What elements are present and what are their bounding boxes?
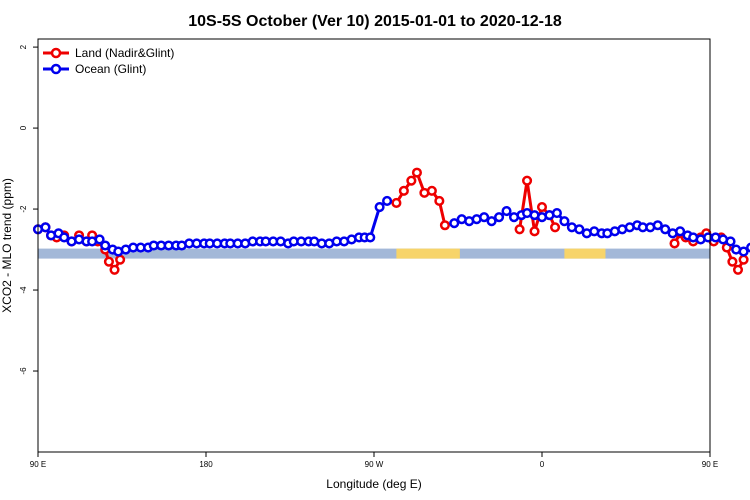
y-tick-label: 0 (19, 125, 28, 130)
data-point (479, 212, 490, 223)
data-point (725, 236, 736, 247)
data-point (559, 216, 570, 227)
legend-ocean-marker (50, 63, 62, 75)
data-point (738, 254, 749, 265)
data-point (574, 224, 585, 235)
land-ocean-band (38, 248, 710, 259)
data-point (109, 264, 120, 275)
data-point (746, 242, 750, 253)
y-tick-label: 2 (19, 44, 28, 49)
data-point (536, 201, 548, 213)
data-point (727, 256, 738, 267)
data-point (652, 220, 663, 231)
data-point (365, 232, 376, 243)
data-point (660, 224, 671, 235)
y-tick-label: -6 (19, 367, 28, 375)
data-point (374, 201, 385, 213)
legend-ocean-label: Ocean (Glint) (75, 62, 146, 76)
land-band-segment (396, 248, 460, 259)
data-point (514, 224, 525, 235)
legend-land-marker (50, 47, 62, 59)
land-band-segment (564, 248, 606, 259)
legend: Land (Nadir&Glint) Ocean (Glint) (43, 46, 174, 76)
series-layer (32, 167, 750, 275)
data-point (439, 220, 450, 231)
data-point (100, 240, 111, 251)
data-point (115, 254, 126, 265)
data-point (434, 195, 445, 207)
y-tick-label: -4 (19, 286, 28, 294)
data-point (59, 232, 70, 243)
data-point (669, 238, 680, 249)
data-point (406, 175, 417, 186)
data-point (486, 216, 497, 227)
data-point (103, 256, 114, 267)
data-point (411, 167, 422, 178)
data-point (501, 206, 512, 217)
data-point (522, 175, 533, 186)
series-ocean (32, 195, 750, 257)
data-point (732, 264, 744, 275)
data-point (551, 208, 562, 219)
data-point (398, 185, 409, 196)
data-point (449, 218, 460, 229)
chart-title: 10S-5S October (Ver 10) 2015-01-01 to 20… (188, 13, 562, 30)
x-tick-label: 90 E (30, 460, 46, 469)
x-tick-label: 90 W (365, 460, 384, 469)
y-axis-label: XCO2 - MLO trend (ppm) (0, 178, 14, 313)
data-point (550, 222, 561, 233)
data-point (382, 195, 393, 207)
data-point (391, 197, 402, 209)
data-point (494, 212, 505, 223)
x-tick-label: 180 (199, 460, 213, 469)
data-point (94, 234, 105, 245)
data-point (529, 226, 540, 237)
data-point (40, 222, 51, 233)
data-point (738, 246, 749, 257)
x-tick-label: 90 E (702, 460, 718, 469)
ocean-band (38, 248, 710, 259)
data-point (675, 226, 686, 237)
y-tick-label: -2 (19, 205, 28, 213)
x-tick-label: 0 (540, 460, 545, 469)
legend-land-label: Land (Nadir&Glint) (75, 46, 174, 60)
data-point (426, 185, 437, 196)
x-axis-label: Longitude (deg E) (326, 477, 421, 491)
axis-ticks: 90 E 180 90 W 0 90 E 2 0 -2 -4 -6 (19, 44, 718, 469)
